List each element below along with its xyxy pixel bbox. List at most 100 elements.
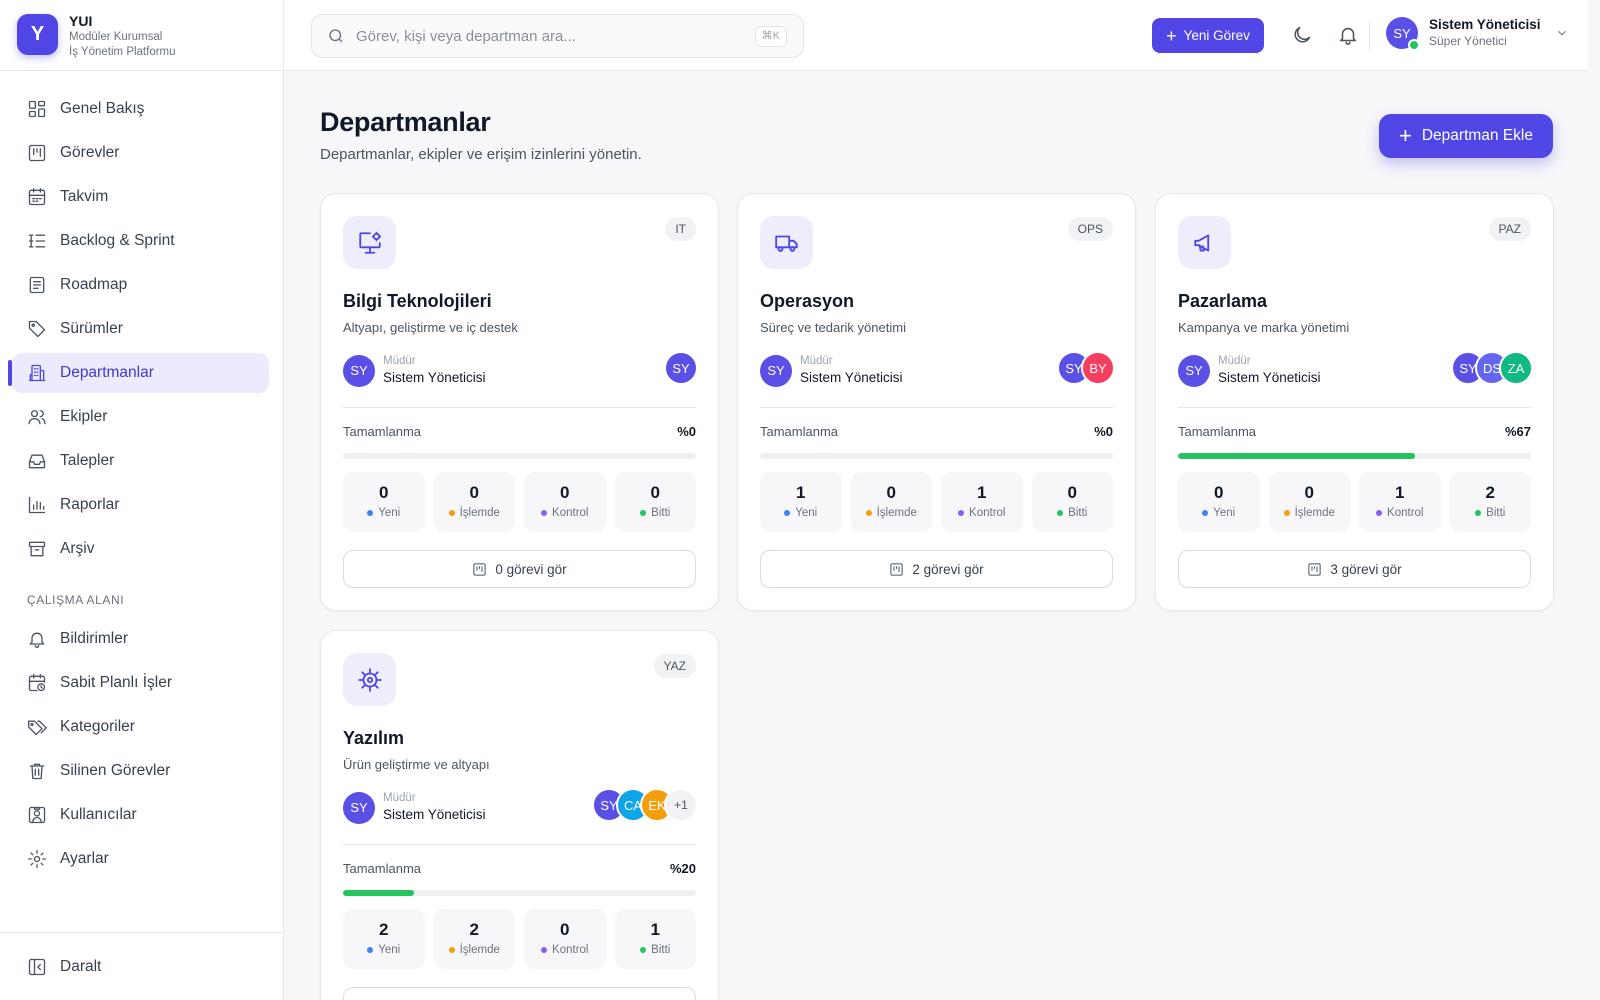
roadmap-icon <box>29 276 45 294</box>
status-dot <box>1283 510 1290 516</box>
department-card-ops[interactable]: OPS Operasyon Süreç ve tedarik yönetimi … <box>737 193 1136 611</box>
status-stats: 1 Yeni 0 İşlemde 1 Kontrol 0 Bitti <box>760 472 1113 532</box>
stat-value: 0 <box>560 920 570 939</box>
view-tasks-button[interactable] <box>343 987 696 1000</box>
gear-icon <box>28 850 46 868</box>
sidebar-item-kullanicilar[interactable]: Kullanıcılar <box>12 795 269 835</box>
stat-value: 2 <box>469 920 479 939</box>
sidebar-item-ayarlar[interactable]: Ayarlar <box>12 839 269 879</box>
new-task-button[interactable]: + Yeni Görev <box>1152 18 1264 53</box>
view-tasks-button[interactable]: 3 görevi gör <box>1178 550 1531 588</box>
brand-subtitle-line1: Modüler Kurumsal <box>69 31 163 43</box>
department-description: Ürün geliştirme ve altyapı <box>343 757 490 772</box>
section-label-workspace: ÇALIŞMA ALANI <box>27 593 125 607</box>
department-name: Operasyon <box>760 291 855 311</box>
sidebar-item-label: Takvim <box>60 188 109 205</box>
manager-role-label: Müdür <box>383 792 416 804</box>
progress-value: %67 <box>1504 424 1531 439</box>
department-icon <box>760 216 813 269</box>
sidebar-item-surumler[interactable]: Sürümler <box>12 309 269 349</box>
stat-label: İşlemde <box>459 507 500 519</box>
stat-label: Yeni <box>1213 507 1236 519</box>
avatar: SY <box>343 354 375 387</box>
progress-label: Tamamlanma <box>343 424 422 439</box>
stat-review: 0 Kontrol <box>524 909 606 969</box>
sidebar-item-raporlar[interactable]: Raporlar <box>12 485 269 525</box>
progress-label: Tamamlanma <box>1178 424 1257 439</box>
calendar-clock-icon <box>28 674 46 692</box>
collapse-sidebar-button[interactable]: Daralt <box>12 947 270 987</box>
progress-value: %0 <box>677 424 696 439</box>
member-avatars[interactable]: SY DS ZA <box>1451 351 1533 385</box>
department-card-paz[interactable]: PAZ Pazarlama Kampanya ve marka yönetimi… <box>1155 193 1554 611</box>
sidebar-item-arsiv[interactable]: Arşiv <box>12 529 269 569</box>
status-dot <box>448 947 455 953</box>
chevron-down-icon <box>1555 26 1569 40</box>
progress-fill <box>1178 453 1415 459</box>
add-department-button[interactable]: + Departman Ekle <box>1379 114 1553 158</box>
view-tasks-button[interactable]: 2 görevi gör <box>760 550 1113 588</box>
sidebar-item-roadmap[interactable]: Roadmap <box>12 265 269 305</box>
divider <box>343 407 696 408</box>
sidebar-item-sabit-planli-isler[interactable]: Sabit Planlı İşler <box>12 663 269 703</box>
stat-in-progress: 0 İşlemde <box>433 472 515 532</box>
user-menu[interactable]: SY Sistem Yöneticisi Süper Yönetici <box>1386 16 1569 51</box>
status-stats: 0 Yeni 0 İşlemde 1 Kontrol 2 Bitti <box>1178 472 1531 532</box>
sidebar-item-label: Kategoriler <box>60 718 135 735</box>
member-avatars[interactable]: SY BY <box>1057 351 1115 385</box>
department-card-it[interactable]: IT Bilgi Teknolojileri Altyapı, geliştir… <box>320 193 719 611</box>
department-code-badge: OPS <box>1067 217 1113 241</box>
status-dot <box>958 510 965 516</box>
bell-icon <box>1339 27 1357 45</box>
department-description: Altyapı, geliştirme ve iç destek <box>343 320 518 335</box>
department-manager: SY Müdür Sistem Yöneticisi <box>760 354 903 387</box>
kanban-icon <box>473 562 486 576</box>
archive-icon <box>28 541 46 557</box>
avatar: SY <box>1178 354 1210 387</box>
divider <box>1178 407 1531 408</box>
sidebar-item-genel-bakis[interactable]: Genel Bakış <box>12 89 269 129</box>
sidebar-item-talepler[interactable]: Talepler <box>12 441 269 481</box>
sidebar-item-takvim[interactable]: Takvim <box>12 177 269 217</box>
sidebar-item-ekipler[interactable]: Ekipler <box>12 397 269 437</box>
stat-label: Kontrol <box>1387 507 1424 519</box>
progress-label: Tamamlanma <box>343 861 422 876</box>
search-input[interactable]: Görev, kişi veya departman ara... ⌘K <box>311 14 804 58</box>
notifications-button[interactable] <box>1337 24 1361 48</box>
theme-toggle-button[interactable] <box>1291 24 1315 48</box>
stat-done: 0 Bitti <box>614 472 696 532</box>
department-card-yaz[interactable]: YAZ Yazılım Ürün geliştirme ve altyapı S… <box>320 630 719 1000</box>
sidebar-item-backlog-sprint[interactable]: Backlog & Sprint <box>12 221 269 261</box>
sidebar-item-bildirimler[interactable]: Bildirimler <box>12 619 269 659</box>
department-name: Bilgi Teknolojileri <box>343 291 492 311</box>
view-tasks-button[interactable]: 0 görevi gör <box>343 550 696 588</box>
building-icon <box>28 364 46 382</box>
department-name: Yazılım <box>343 728 405 748</box>
status-stats: 0 Yeni 0 İşlemde 0 Kontrol 0 Bitti <box>343 472 696 532</box>
stat-in-progress: 0 İşlemde <box>850 472 932 532</box>
stat-done: 1 Bitti <box>614 909 696 969</box>
member-avatars[interactable]: SY <box>664 351 698 385</box>
department-description: Süreç ve tedarik yönetimi <box>760 320 906 335</box>
brand[interactable]: Y YUI Modüler Kurumsal İş Yönetim Platfo… <box>0 0 283 71</box>
department-code-badge: IT <box>665 217 696 241</box>
view-tasks-label: 2 görevi gör <box>912 561 984 577</box>
online-status-dot <box>1408 39 1420 51</box>
sidebar-item-silinen-gorevler[interactable]: Silinen Görevler <box>12 751 269 791</box>
divider <box>343 844 696 845</box>
view-tasks-label: 0 görevi gör <box>495 561 567 577</box>
status-dot <box>448 510 455 516</box>
stat-value: 0 <box>886 483 896 502</box>
stat-label: Kontrol <box>969 507 1006 519</box>
sidebar-item-kategoriler[interactable]: Kategoriler <box>12 707 269 747</box>
stat-in-progress: 0 İşlemde <box>1268 472 1350 532</box>
stat-value: 0 <box>1067 483 1077 502</box>
status-dot <box>1057 510 1064 516</box>
stat-value: 2 <box>1485 483 1495 502</box>
department-manager: SY Müdür Sistem Yöneticisi <box>1178 354 1321 387</box>
sidebar: Y YUI Modüler Kurumsal İş Yönetim Platfo… <box>0 0 284 1000</box>
sidebar-item-departmanlar[interactable]: Departmanlar <box>8 353 269 393</box>
sidebar-item-gorevler[interactable]: Görevler <box>12 133 269 173</box>
stat-label: Yeni <box>378 507 401 519</box>
member-avatars[interactable]: SY CA EK +1 <box>592 788 698 822</box>
